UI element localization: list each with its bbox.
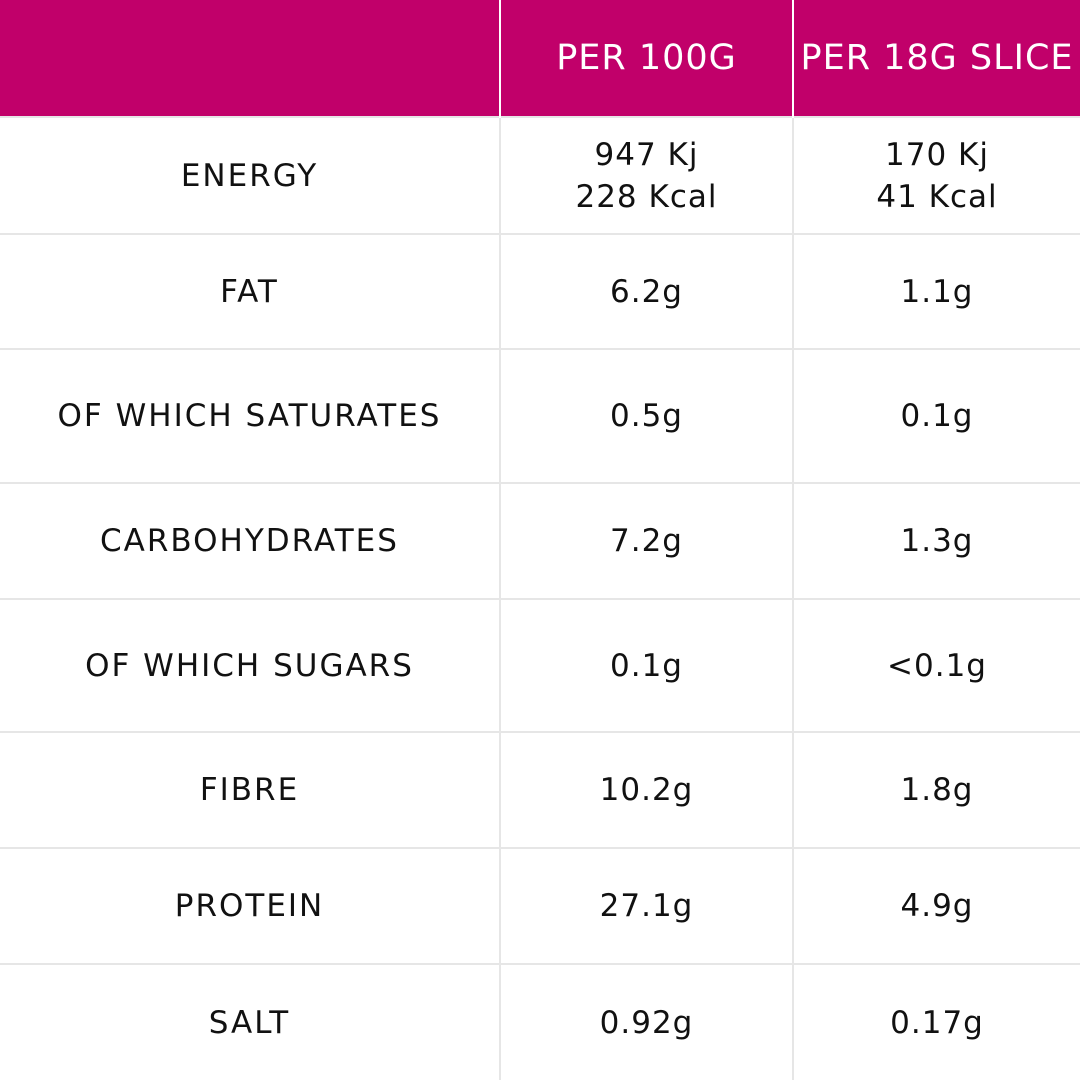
header-label-cell <box>0 0 501 117</box>
value-per-slice: <0.1g <box>792 598 1080 733</box>
value-line: 170 Kj <box>885 136 989 173</box>
value-per-slice: 1.1g <box>792 233 1080 350</box>
value-per-100g: 0.92g <box>499 963 794 1080</box>
row-label: SALT <box>0 963 501 1080</box>
row-label: OF WHICH SUGARS <box>0 598 501 733</box>
table-row-energy: ENERGY 947 Kj 228 Kcal 170 Kj 41 Kcal <box>0 116 1080 235</box>
header-row: PER 100G PER 18G SLICE <box>0 0 1080 117</box>
value-per-100g: 947 Kj 228 Kcal <box>499 116 794 235</box>
table-row-saturates: OF WHICH SATURATES 0.5g 0.1g <box>0 348 1080 484</box>
row-label: PROTEIN <box>0 847 501 965</box>
value-per-slice: 1.3g <box>792 482 1080 600</box>
value-line: 947 Kj <box>594 136 699 173</box>
value-line: 228 Kcal <box>575 178 718 215</box>
value-per-100g: 6.2g <box>499 233 794 350</box>
table-row-protein: PROTEIN 27.1g 4.9g <box>0 847 1080 965</box>
row-label: FAT <box>0 233 501 350</box>
table-row-sugars: OF WHICH SUGARS 0.1g <0.1g <box>0 598 1080 733</box>
table-row-salt: SALT 0.92g 0.17g <box>0 963 1080 1080</box>
header-per-100g: PER 100G <box>499 0 794 117</box>
value-per-100g: 7.2g <box>499 482 794 600</box>
row-label: OF WHICH SATURATES <box>0 348 501 484</box>
table-row-fibre: FIBRE 10.2g 1.8g <box>0 731 1080 849</box>
table-header: PER 100G PER 18G SLICE <box>0 0 1080 117</box>
value-per-slice: 0.17g <box>792 963 1080 1080</box>
value-per-slice: 1.8g <box>792 731 1080 849</box>
row-label: FIBRE <box>0 731 501 849</box>
table-row-fat: FAT 6.2g 1.1g <box>0 233 1080 350</box>
header-per-slice: PER 18G SLICE <box>792 0 1080 117</box>
table-row-carbohydrates: CARBOHYDRATES 7.2g 1.3g <box>0 482 1080 600</box>
value-per-100g: 0.1g <box>499 598 794 733</box>
value-per-100g: 27.1g <box>499 847 794 965</box>
value-per-100g: 0.5g <box>499 348 794 484</box>
row-label: CARBOHYDRATES <box>0 482 501 600</box>
value-line: 41 Kcal <box>876 178 998 215</box>
table-body: ENERGY 947 Kj 228 Kcal 170 Kj 41 Kcal FA… <box>0 116 1080 1080</box>
value-per-100g: 10.2g <box>499 731 794 849</box>
value-per-slice: 0.1g <box>792 348 1080 484</box>
row-label: ENERGY <box>0 116 501 235</box>
value-per-slice: 4.9g <box>792 847 1080 965</box>
value-per-slice: 170 Kj 41 Kcal <box>792 116 1080 235</box>
